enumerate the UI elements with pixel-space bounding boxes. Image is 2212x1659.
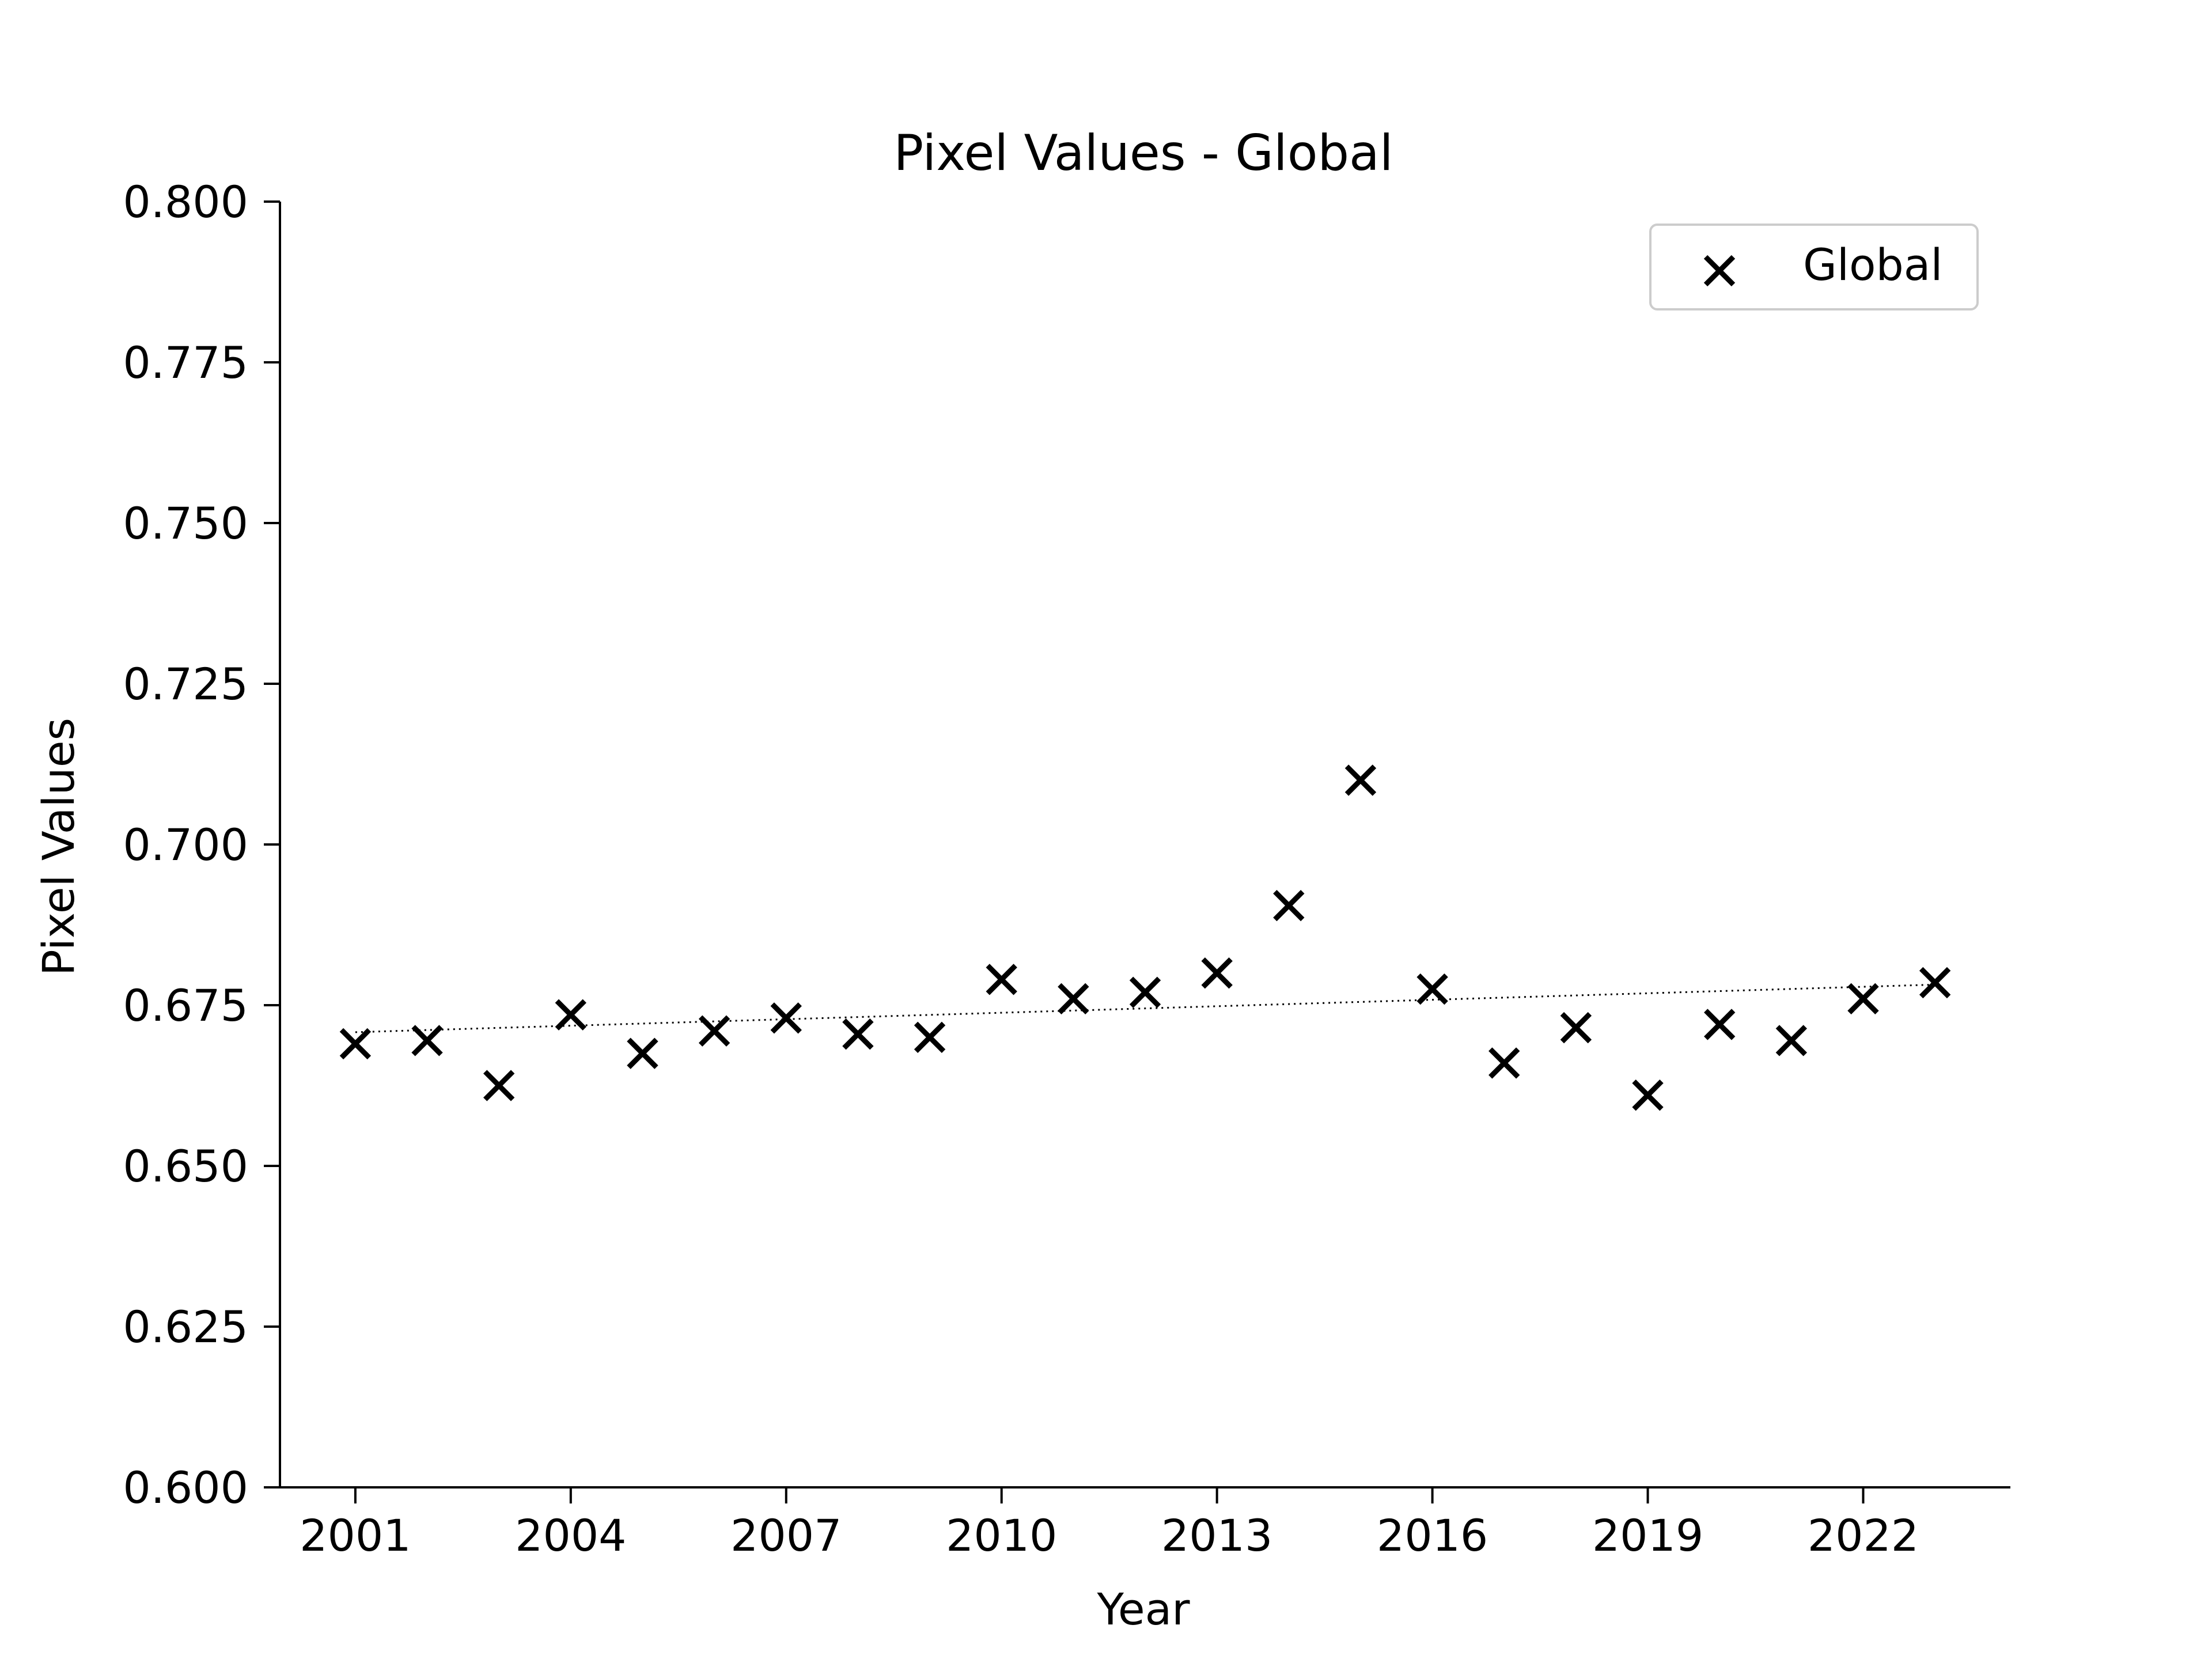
y-tick-label: 0.650 xyxy=(123,1141,248,1192)
x-tick-label: 2007 xyxy=(730,1510,842,1561)
x-tick-label: 2022 xyxy=(1808,1510,1919,1561)
data-point xyxy=(914,1021,946,1053)
data-point xyxy=(1344,764,1377,796)
data-point xyxy=(627,1037,658,1069)
y-tick-label: 0.800 xyxy=(123,176,248,228)
data-point xyxy=(339,1028,372,1060)
x-tick-label: 2013 xyxy=(1161,1510,1272,1561)
data-point xyxy=(986,964,1017,995)
data-point xyxy=(1129,976,1161,1008)
data-point xyxy=(1632,1080,1664,1111)
y-tick-label: 0.675 xyxy=(123,980,248,1031)
axes xyxy=(279,202,2010,1488)
x-axis-label: Year xyxy=(1097,1584,1191,1635)
y-tick-label: 0.775 xyxy=(123,337,248,388)
y-tick-label: 0.725 xyxy=(123,658,248,710)
data-point xyxy=(1201,957,1233,989)
data-points xyxy=(339,764,1951,1111)
y-axis-label: Pixel Values xyxy=(33,718,84,976)
data-point xyxy=(555,999,587,1031)
data-point xyxy=(1058,983,1089,1015)
data-point xyxy=(411,1025,443,1056)
data-point xyxy=(1488,1047,1520,1079)
chart-title: Pixel Values - Global xyxy=(893,124,1393,182)
data-point xyxy=(1919,967,1951,999)
x-tick-label: 2010 xyxy=(946,1510,1057,1561)
legend-label-global: Global xyxy=(1803,239,1942,290)
legend-marker-x-icon xyxy=(1703,255,1736,287)
y-tick-label: 0.600 xyxy=(123,1462,248,1513)
data-point xyxy=(842,1018,874,1050)
data-point xyxy=(1416,973,1448,1005)
legend: Global xyxy=(1649,224,1979,310)
x-ticks: 2001 2004 2007 2010 2013 2016 2019 2022 xyxy=(300,1487,1919,1561)
y-tick-label: 0.750 xyxy=(123,498,248,549)
x-tick-label: 2019 xyxy=(1592,1510,1703,1561)
x-tick-label: 2004 xyxy=(515,1510,626,1561)
x-tick-label: 2016 xyxy=(1377,1510,1488,1561)
data-point xyxy=(698,1015,730,1047)
legend-frame xyxy=(1649,224,1979,310)
x-tick-label: 2001 xyxy=(300,1510,411,1561)
data-point xyxy=(770,1002,802,1034)
data-point xyxy=(1703,1009,1736,1040)
y-tick-label: 0.625 xyxy=(123,1301,248,1353)
y-tick-label: 0.700 xyxy=(123,819,248,870)
data-point xyxy=(483,1070,515,1101)
data-point xyxy=(1273,889,1305,922)
data-point xyxy=(1560,1012,1592,1044)
trendline xyxy=(355,983,1936,1033)
data-point xyxy=(1775,1025,1808,1056)
data-point xyxy=(1847,983,1879,1015)
y-ticks: 0.600 0.625 0.650 0.675 0.700 0.725 0.750 0.775… xyxy=(123,176,280,1513)
